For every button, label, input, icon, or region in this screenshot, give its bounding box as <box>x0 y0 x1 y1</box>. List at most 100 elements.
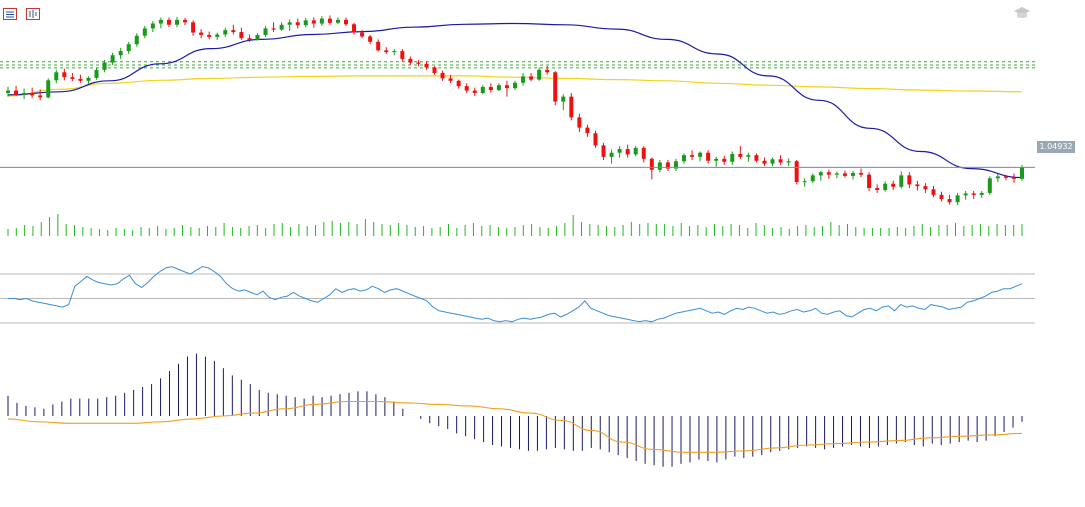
candle-body <box>360 32 365 37</box>
candle-body <box>110 55 115 63</box>
candle-body <box>657 162 662 170</box>
candle-body <box>456 80 461 87</box>
candle <box>851 171 855 180</box>
candle-body <box>714 158 719 161</box>
candle-body <box>416 62 421 64</box>
candle-body <box>352 24 357 33</box>
candle <box>593 130 598 148</box>
candle <box>1011 173 1016 183</box>
candle-body <box>673 161 678 169</box>
candle-body <box>207 34 212 37</box>
candle-body <box>62 72 67 78</box>
candle <box>617 146 622 158</box>
candle <box>62 68 67 81</box>
candle-body <box>593 133 598 146</box>
candle-body <box>545 69 550 73</box>
candle-body <box>191 22 196 33</box>
chart-properties-icon[interactable] <box>26 5 40 20</box>
candle-body <box>738 153 743 157</box>
candle <box>30 87 35 98</box>
candle <box>561 94 566 111</box>
candle-body <box>150 23 155 29</box>
candle-body <box>577 117 582 128</box>
candle-body <box>175 19 179 25</box>
candle-body <box>963 193 968 196</box>
candle-body <box>199 32 204 35</box>
candle <box>738 146 743 159</box>
candle <box>601 142 606 161</box>
candle <box>826 169 831 179</box>
candle <box>287 19 292 31</box>
candle <box>134 33 139 47</box>
candle-body <box>802 181 807 183</box>
candle-body <box>851 172 855 176</box>
candle-body <box>46 80 51 98</box>
candle <box>175 16 179 28</box>
candle <box>778 155 783 165</box>
candle-body <box>54 72 59 81</box>
candle <box>513 80 517 91</box>
candle <box>344 17 348 26</box>
candle <box>875 184 880 193</box>
candle <box>94 67 99 80</box>
candle-body <box>142 28 147 36</box>
candle <box>891 180 896 191</box>
graduation-cap-icon[interactable] <box>1013 5 1031 19</box>
candle <box>722 155 727 165</box>
candle-body <box>335 19 340 23</box>
candle-body <box>770 159 775 164</box>
candle <box>199 29 204 39</box>
oscillator-line <box>8 266 1023 323</box>
candle <box>279 22 284 31</box>
candle-body <box>633 147 638 155</box>
candle <box>158 17 163 29</box>
candle <box>392 49 397 56</box>
candle <box>118 47 123 59</box>
candle <box>537 67 542 81</box>
candle <box>360 30 365 39</box>
candle-body <box>22 93 27 95</box>
candle-body <box>730 153 735 162</box>
fast-moving-average <box>7 22 1023 179</box>
candle-body <box>706 152 711 161</box>
candle-body <box>384 50 389 53</box>
candle <box>859 168 864 178</box>
candle-body <box>231 30 236 33</box>
candle-body <box>875 188 880 191</box>
candle-body <box>569 96 574 118</box>
candle-body <box>585 127 590 134</box>
histogram-panel <box>7 353 1023 467</box>
candle <box>150 21 155 33</box>
candle <box>754 153 759 163</box>
candle <box>166 17 171 28</box>
chart-list-icon[interactable] <box>3 5 17 20</box>
candle <box>496 83 501 92</box>
candle <box>504 80 509 97</box>
candle <box>78 74 83 83</box>
candle <box>577 113 582 132</box>
oscillator-panel <box>0 266 1035 324</box>
candle <box>239 27 244 40</box>
candle-body <box>947 199 952 203</box>
candle <box>987 176 992 195</box>
candle <box>424 61 429 70</box>
candle <box>794 160 799 185</box>
candle <box>183 17 188 26</box>
candle <box>649 157 654 180</box>
candle <box>545 66 550 75</box>
candle-body <box>698 152 703 157</box>
candle <box>191 20 196 36</box>
candle-body <box>1020 167 1024 179</box>
candle <box>842 170 847 178</box>
candle-body <box>537 69 542 80</box>
candle-body <box>867 174 872 189</box>
candle-body <box>553 72 558 102</box>
candle <box>102 60 107 73</box>
candle-body <box>1003 176 1008 178</box>
candle-body <box>794 161 799 182</box>
candle-body <box>529 76 534 80</box>
candlestick-series <box>6 15 1024 206</box>
candle-body <box>923 186 928 190</box>
candle <box>142 25 147 39</box>
